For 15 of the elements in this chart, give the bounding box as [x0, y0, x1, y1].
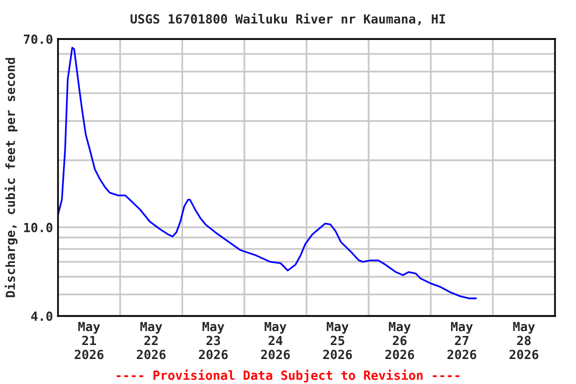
- chart-title: USGS 16701800 Wailuku River nr Kaumana, HI: [130, 13, 445, 26]
- text: ---- Provisional Data Subject to Revision ----: [116, 370, 460, 382]
- x-tick-label: May 21 2026: [74, 322, 104, 360]
- x-tick-label: May 25 2026: [323, 322, 352, 360]
- line-series: [58, 46, 477, 300]
- y-tick-label: 10.0: [24, 222, 52, 232]
- x-tick-label: May 23 2026: [198, 322, 228, 360]
- y-axis-title: Discharge, cubic feet per second: [4, 58, 18, 298]
- x-tick-label: May 27 2026: [447, 322, 476, 360]
- x-tick-label: May 22 2026: [136, 322, 166, 360]
- x-tick-label: May 24 2026: [261, 322, 290, 360]
- x-tick-label: May 28 2026: [510, 322, 538, 360]
- x-tick-label: May 26 2026: [385, 322, 414, 360]
- y-tick-label: 70.0: [24, 34, 52, 44]
- y-tick-label: 4.0: [31, 311, 52, 321]
